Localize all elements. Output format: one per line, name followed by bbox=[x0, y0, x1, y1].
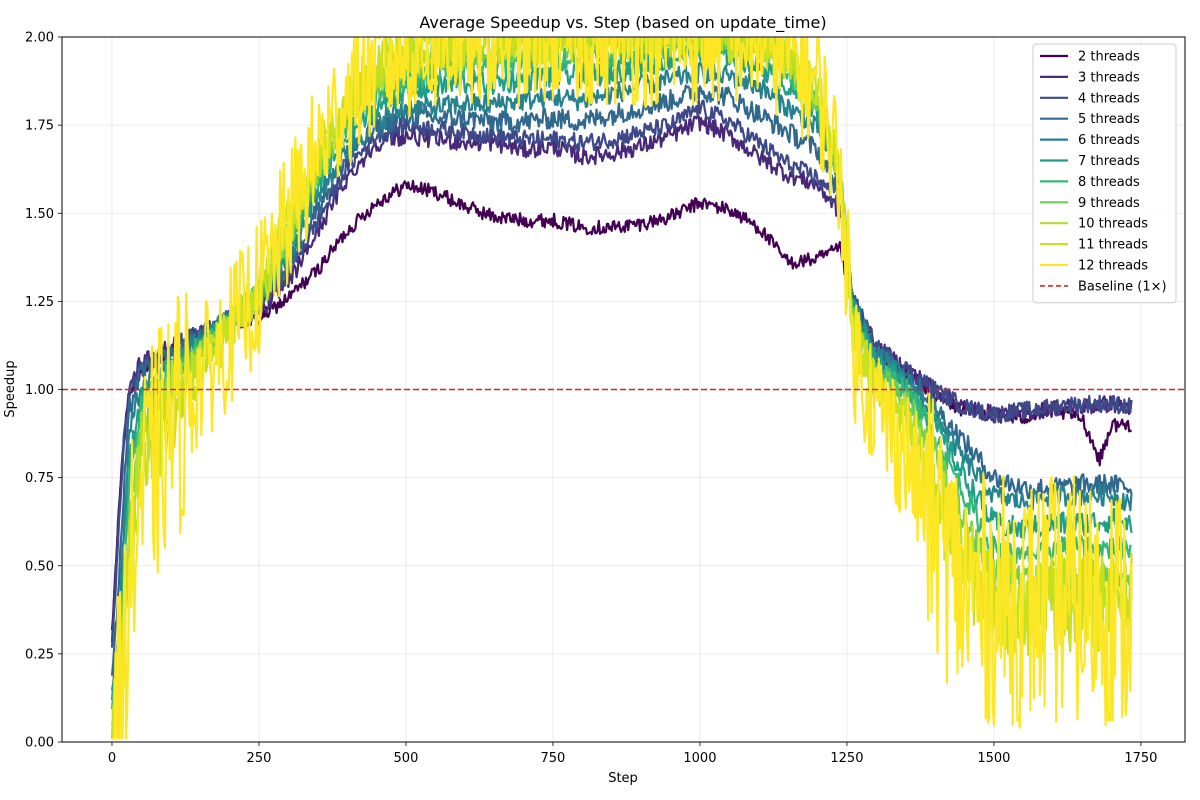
x-tick-label: 1500 bbox=[977, 751, 1010, 766]
series-line-4-threads bbox=[110, 99, 1133, 648]
legend-box bbox=[1032, 43, 1177, 304]
legend-label: Baseline (1×) bbox=[1078, 279, 1167, 294]
legend-label: 6 threads bbox=[1078, 133, 1140, 148]
chart-title: Average Speedup vs. Step (based on updat… bbox=[419, 13, 826, 33]
y-tick-label: 1.75 bbox=[25, 119, 54, 134]
legend-label: 8 threads bbox=[1078, 175, 1140, 190]
y-tick-label: 0.00 bbox=[25, 736, 54, 751]
x-tick-label: 500 bbox=[394, 751, 419, 766]
y-tick-label: 1.50 bbox=[25, 207, 54, 222]
legend-label: 2 threads bbox=[1078, 50, 1140, 65]
y-tick-label: 2.00 bbox=[25, 31, 54, 46]
legend-label: 4 threads bbox=[1078, 91, 1140, 106]
legend-label: 5 threads bbox=[1078, 112, 1140, 127]
legend-label: 12 threads bbox=[1078, 259, 1148, 274]
y-tick-label: 1.00 bbox=[25, 383, 54, 398]
series-line-3-threads bbox=[110, 114, 1133, 643]
x-tick-label: 1750 bbox=[1124, 751, 1157, 766]
series-line-7-threads bbox=[110, 38, 1133, 701]
legend-label: 11 threads bbox=[1078, 238, 1148, 253]
legend-label: 9 threads bbox=[1078, 196, 1140, 211]
y-tick-label: 1.25 bbox=[25, 295, 54, 310]
legend-label: 10 threads bbox=[1078, 217, 1148, 232]
x-tick-label: 1250 bbox=[830, 751, 863, 766]
x-axis-ticks: 0 250 500 750 1000 1250 1500 1750 bbox=[108, 742, 1157, 766]
legend: 2 threads 3 threads 4 threads 5 threads 6 th… bbox=[1032, 43, 1177, 304]
series-lines bbox=[110, 37, 1133, 740]
series-line-12-threads bbox=[112, 37, 1133, 740]
x-tick-label: 1000 bbox=[683, 751, 716, 766]
y-tick-label: 0.25 bbox=[25, 647, 54, 662]
x-tick-label: 750 bbox=[541, 751, 566, 766]
legend-label: 7 threads bbox=[1078, 154, 1140, 169]
y-axis-title: Speedup bbox=[3, 360, 18, 417]
y-tick-label: 0.75 bbox=[25, 471, 54, 486]
legend-label: 3 threads bbox=[1078, 70, 1140, 85]
y-axis-ticks: 0.00 0.25 0.50 0.75 1.00 1.25 1.50 1.75 2.00 bbox=[25, 31, 62, 751]
series-line-5-threads bbox=[110, 84, 1133, 676]
x-tick-label: 250 bbox=[247, 751, 272, 766]
x-axis-title: Step bbox=[608, 771, 638, 786]
y-tick-label: 0.50 bbox=[25, 559, 54, 574]
x-tick-label: 0 bbox=[108, 751, 116, 766]
